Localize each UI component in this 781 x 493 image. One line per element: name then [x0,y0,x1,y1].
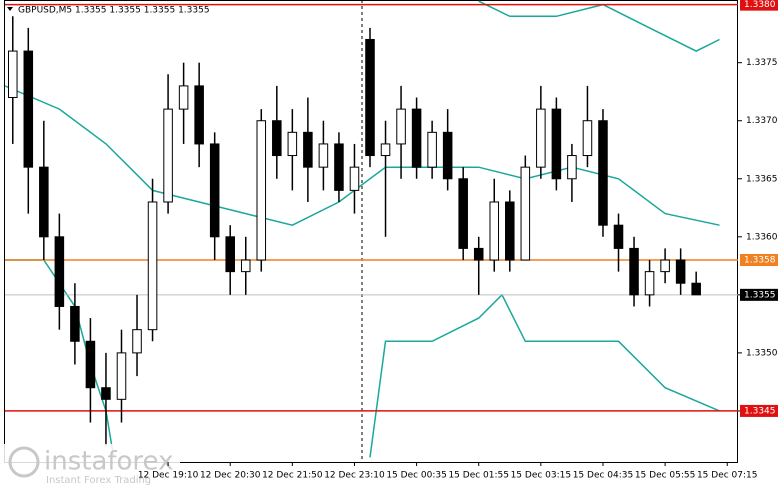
candle-body [101,387,111,400]
candle-body [675,259,686,284]
candle-body [54,236,65,307]
candle-body [85,340,96,389]
candle-body [458,178,468,249]
candle-body [644,271,655,296]
watermark: instaforex [44,447,173,477]
watermark-sub: Instant Forex Trading [46,475,151,486]
candle-body [536,108,546,168]
y-tick-label: 1.3375 [746,58,778,68]
candle-body [334,143,344,191]
candle-body [225,236,235,273]
x-tick-label: 12 Dec 23:10 [324,471,385,481]
candle-body [427,131,437,168]
candle-body [489,201,500,261]
candle-body [147,201,158,331]
level-label: 1.3380 [744,0,776,10]
chart-title: GBPUSD,M5 1.3355 1.3355 1.3355 1.3355 [18,6,210,16]
y-tick-label: 1.3360 [746,232,778,242]
candle-body [442,131,453,180]
candle-body [505,201,515,261]
candle-body [582,120,593,157]
y-tick-label: 1.3370 [746,116,778,126]
candle-body [629,247,639,296]
candle-body [23,50,34,168]
x-tick-label: 12 Dec 20:30 [200,471,261,481]
candle-body [396,108,406,145]
candle-body [163,108,173,203]
plot-frame [4,0,738,463]
band-line [4,85,720,226]
candle-body [287,131,298,157]
candle-body [132,329,142,354]
candle-body [365,38,375,157]
level-label: 1.3345 [744,406,776,416]
candle-body [660,259,670,273]
candle-body [380,143,391,157]
candle-body [240,259,251,273]
x-tick-label: 15 Dec 07:15 [697,471,758,481]
level-label-box [740,288,778,301]
watermark-logo [8,446,40,478]
level-label: 1.3358 [744,256,776,266]
candle-body [567,155,577,180]
candle-body [598,120,608,226]
level-label: 1.3355 [744,290,776,300]
candle-body [209,143,220,238]
candle-body [318,143,329,168]
candle-body [70,305,80,342]
candle-body [194,85,204,145]
candle-body [39,166,49,238]
candle-body [272,120,282,157]
candle-body [349,166,360,191]
level-label-box [740,404,778,417]
x-tick-label: 15 Dec 01:55 [448,471,509,481]
candle-body [473,247,484,261]
candle-body [178,85,189,110]
x-tick-label: 12 Dec 19:10 [138,471,199,481]
candle-body [551,108,562,180]
x-tick-label: 15 Dec 03:15 [511,471,572,481]
candle-body [256,120,267,261]
candle-body [116,352,127,400]
level-label-box [740,254,778,267]
candle-body [613,224,624,249]
y-tick-label: 1.3350 [746,348,778,358]
candle-body [691,282,701,296]
level-label-box [740,0,778,11]
y-tick-label: 1.3365 [746,174,778,184]
candle-body [520,166,531,261]
candle-body [7,50,18,99]
candle-body [303,131,313,168]
x-tick-label: 12 Dec 21:50 [262,471,323,481]
x-tick-label: 15 Dec 04:35 [573,471,634,481]
candle-body [411,108,422,168]
x-tick-label: 15 Dec 00:35 [386,471,447,481]
symbol-arrow [7,7,13,11]
x-tick-label: 15 Dec 05:55 [635,471,696,481]
